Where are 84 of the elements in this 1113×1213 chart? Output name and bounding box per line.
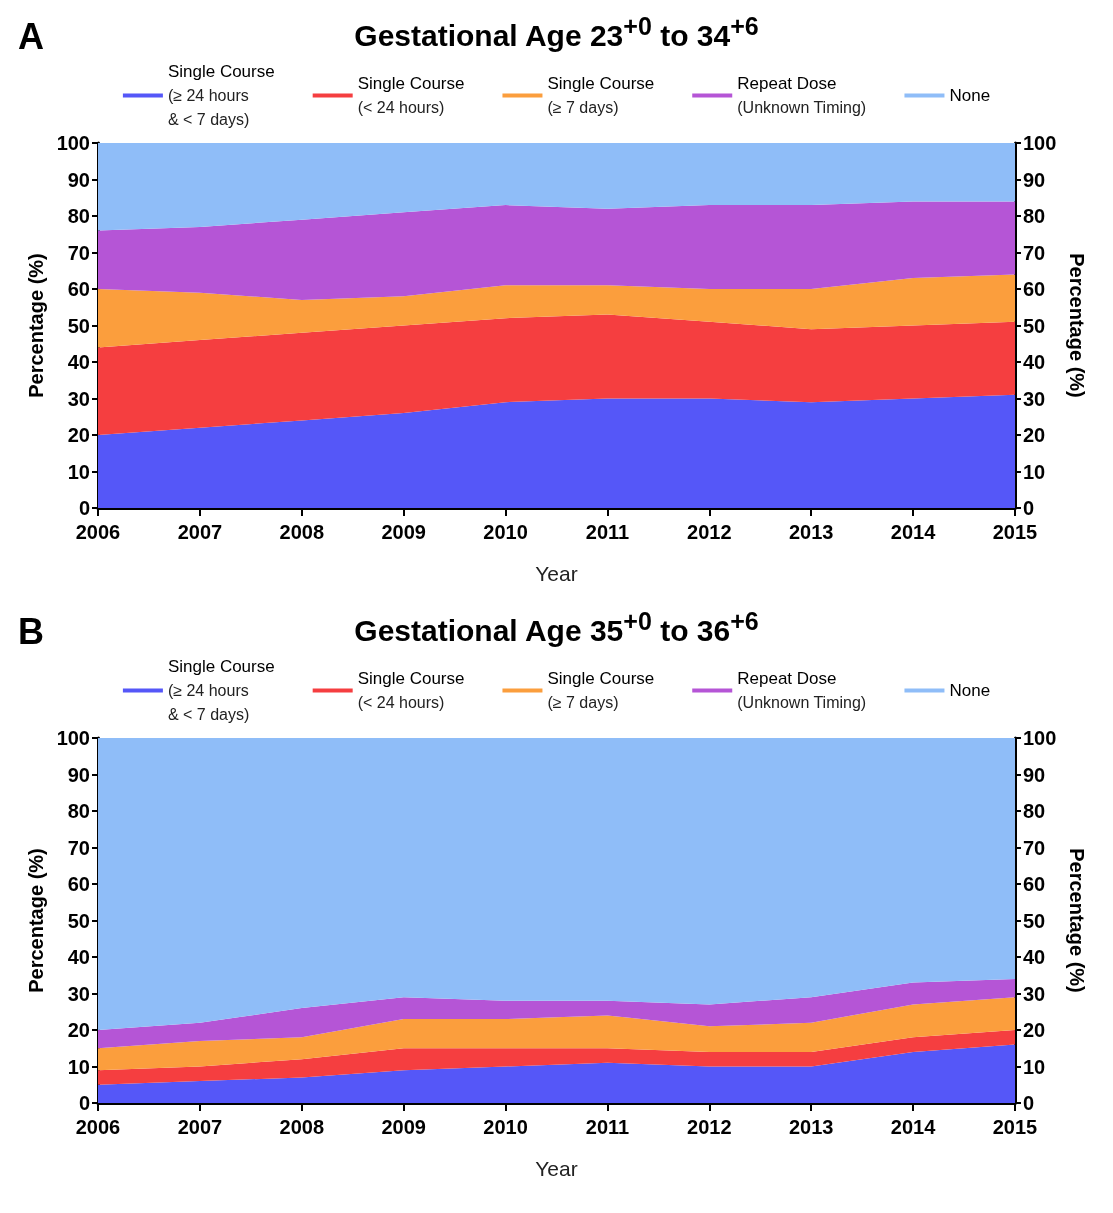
- x-tick-label: 2014: [890, 521, 937, 543]
- x-tick-label: 2010: [483, 521, 528, 543]
- x-axis-title: Year: [535, 1157, 578, 1180]
- y2-tick-label: 50: [1023, 909, 1046, 932]
- text: B: [18, 611, 44, 653]
- x-tick-label: 2006: [75, 521, 121, 543]
- legend-label: Single Course (≥ 24 hours & < 7 days): [167, 657, 275, 723]
- y-tick-label: 100: [56, 132, 90, 154]
- x-tick-label: 2011: [585, 1116, 630, 1138]
- y-tick-label: 20: [67, 424, 90, 446]
- y2-tick-label: 10: [1023, 1055, 1046, 1078]
- x-axis-title: Year: [535, 562, 578, 585]
- y2-tick-label: 0: [1023, 497, 1035, 519]
- chart-title: Gestational Age 35$^{+0}$ to 36$^{+6}$: [354, 607, 759, 647]
- y2-tick-label: 20: [1023, 1019, 1046, 1041]
- y-tick-label: 80: [67, 800, 90, 822]
- legend-label: Repeat Dose (Unknown Timing): [737, 74, 867, 116]
- x-tick-label: 2015: [992, 521, 1038, 543]
- legend-label: Single Course (≥ 7 days): [547, 669, 655, 711]
- y-tick-label: 100: [56, 727, 90, 749]
- legend-label: None: [949, 86, 991, 105]
- x-tick-label: 2006: [75, 1116, 121, 1138]
- x-tick-label: 2015: [992, 1116, 1038, 1138]
- legend-label: Repeat Dose (Unknown Timing): [737, 669, 867, 711]
- y2-tick-label: 50: [1023, 314, 1046, 337]
- y-tick-label: 60: [67, 873, 90, 895]
- y2-tick-label: 10: [1023, 460, 1046, 483]
- y2-tick-label: 30: [1023, 387, 1046, 410]
- x-tick-label: 2008: [279, 521, 325, 543]
- y-tick-label: 50: [67, 314, 90, 337]
- y2-tick-label: 30: [1023, 982, 1046, 1005]
- legend-label: Single Course (≥ 7 days): [547, 74, 655, 116]
- x-tick-label: 2013: [788, 521, 834, 543]
- y-tick-label: 0: [78, 1092, 90, 1114]
- y2-tick-label: 70: [1023, 836, 1046, 859]
- y-tick-label: 80: [67, 205, 90, 227]
- y2-tick-label: 100: [1023, 727, 1057, 749]
- x-tick-label: 2008: [279, 1116, 325, 1138]
- y-tick-label: 90: [67, 168, 90, 191]
- y-tick-label: 40: [67, 946, 90, 968]
- x-tick-label: 2013: [788, 1116, 834, 1138]
- x-tick-label: 2014: [890, 1116, 937, 1138]
- y2-tick-label: 0: [1023, 1092, 1035, 1114]
- x-tick-label: 2009: [381, 521, 426, 543]
- y-tick-label: 30: [67, 387, 90, 410]
- y-tick-label: 40: [67, 351, 90, 373]
- x-tick-label: 2007: [177, 1116, 223, 1138]
- y-tick-label: 10: [67, 1055, 90, 1078]
- x-tick-label: 2012: [687, 521, 732, 543]
- y2-tick-label: 100: [1023, 132, 1057, 154]
- legend-label: Single Course (≥ 24 hours & < 7 days): [167, 62, 275, 128]
- y2-tick-label: 40: [1023, 946, 1046, 968]
- y2-tick-label: 70: [1023, 241, 1046, 264]
- y-tick-label: 30: [67, 982, 90, 1005]
- x-tick-label: 2011: [585, 521, 630, 543]
- text: A: [18, 16, 44, 58]
- y-tick-label: 70: [67, 241, 90, 264]
- y2-axis-title: Percentage (%): [1066, 253, 1089, 398]
- y-axis-title: Percentage (%): [24, 848, 47, 993]
- y2-tick-label: 60: [1023, 278, 1046, 300]
- x-tick-label: 2010: [483, 1116, 528, 1138]
- legend-label: Single Course (< 24 hours): [357, 74, 465, 116]
- y2-axis-title: Percentage (%): [1066, 848, 1089, 993]
- y-tick-label: 20: [67, 1019, 90, 1041]
- y-tick-label: 0: [78, 497, 90, 519]
- x-tick-label: 2012: [687, 1116, 732, 1138]
- y2-tick-label: 90: [1023, 168, 1046, 191]
- y2-tick-label: 60: [1023, 873, 1046, 895]
- y2-tick-label: 40: [1023, 351, 1046, 373]
- y-axis-title: Percentage (%): [24, 253, 47, 398]
- chart-title: Gestational Age 23$^{+0}$ to 34$^{+6}$: [354, 12, 759, 52]
- y-tick-label: 90: [67, 763, 90, 786]
- y2-tick-label: 80: [1023, 205, 1046, 227]
- y-tick-label: 50: [67, 909, 90, 932]
- x-tick-label: 2009: [381, 1116, 426, 1138]
- legend-label: None: [949, 681, 991, 700]
- y-tick-label: 60: [67, 278, 90, 300]
- x-tick-label: 2007: [177, 521, 223, 543]
- y-tick-label: 10: [67, 460, 90, 483]
- y2-tick-label: 80: [1023, 800, 1046, 822]
- y-tick-label: 70: [67, 836, 90, 859]
- y2-tick-label: 90: [1023, 763, 1046, 786]
- y2-tick-label: 20: [1023, 424, 1046, 446]
- legend-label: Single Course (< 24 hours): [357, 669, 465, 711]
